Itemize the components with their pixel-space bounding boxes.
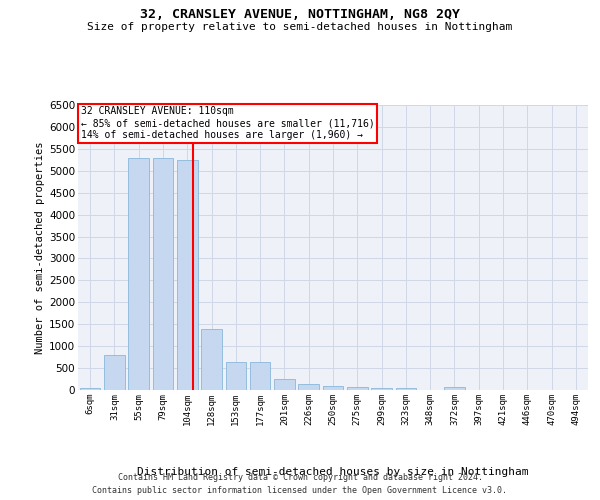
Bar <box>323 386 343 390</box>
Text: 32, CRANSLEY AVENUE, NOTTINGHAM, NG8 2QY: 32, CRANSLEY AVENUE, NOTTINGHAM, NG8 2QY <box>140 8 460 20</box>
Bar <box>177 160 197 390</box>
Bar <box>128 158 149 390</box>
Bar <box>250 362 271 390</box>
Bar <box>444 387 465 390</box>
Bar <box>274 378 295 390</box>
Bar <box>347 387 368 390</box>
Bar <box>201 328 222 390</box>
Text: Contains public sector information licensed under the Open Government Licence v3: Contains public sector information licen… <box>92 486 508 495</box>
Bar <box>395 388 416 390</box>
Text: Contains HM Land Registry data © Crown copyright and database right 2024.: Contains HM Land Registry data © Crown c… <box>118 474 482 482</box>
Bar <box>80 388 100 390</box>
Text: Size of property relative to semi-detached houses in Nottingham: Size of property relative to semi-detach… <box>88 22 512 32</box>
Text: 32 CRANSLEY AVENUE: 110sqm
← 85% of semi-detached houses are smaller (11,716)
14: 32 CRANSLEY AVENUE: 110sqm ← 85% of semi… <box>80 106 374 140</box>
X-axis label: Distribution of semi-detached houses by size in Nottingham: Distribution of semi-detached houses by … <box>137 466 529 476</box>
Y-axis label: Number of semi-detached properties: Number of semi-detached properties <box>35 141 45 354</box>
Bar <box>371 388 392 390</box>
Bar <box>298 384 319 390</box>
Bar <box>152 158 173 390</box>
Bar <box>226 362 246 390</box>
Bar <box>104 355 125 390</box>
